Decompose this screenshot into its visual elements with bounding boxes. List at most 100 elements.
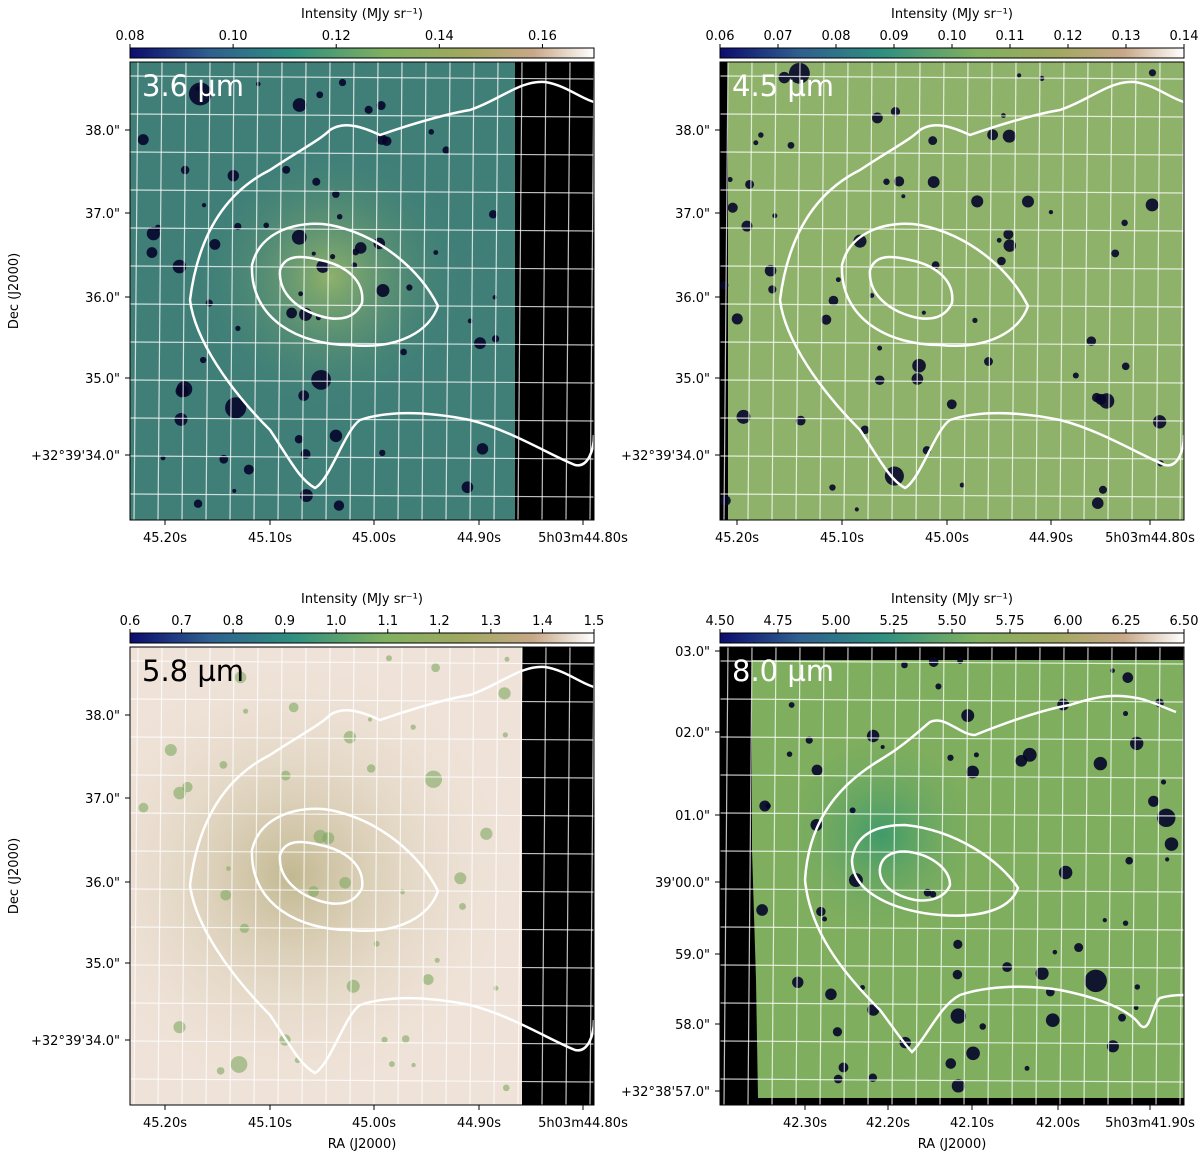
contour-outer [778,80,1185,301]
point-source [973,752,979,758]
point-source [1003,229,1014,240]
grid-line [325,61,331,521]
point-source [1102,918,1107,923]
point-source [366,764,376,773]
contour-middle [250,222,440,348]
grid-line [1035,646,1041,1106]
point-source [1118,1013,1126,1022]
grid-line [129,812,595,817]
point-source [1021,195,1034,208]
grid-line [541,61,547,521]
ra-tick-label: 44.90s [457,1116,501,1131]
point-source [428,129,435,135]
point-source [829,484,836,491]
point-source [884,466,904,486]
band-label: 3.6 µm [142,69,244,103]
point-source [727,176,733,183]
point-source [176,381,193,397]
point-source [1058,865,1073,880]
dec-tick-label: +32°39'34.0" [31,449,120,464]
dec-tick-label: 03.0" [675,645,710,660]
ra-tick-label: 45.00s [352,1116,396,1131]
colorbar-tick-label: 0.6 [120,614,141,629]
point-source [768,285,777,294]
ra-tick-label: 42.30s [783,1116,827,1131]
point-source [959,482,965,488]
grid-line [1107,646,1113,1106]
band-label: 5.8 µm [142,654,244,688]
dec-ticks: 38.0" 37.0" 36.0" 35.0" +32°39'34.0" [621,124,720,464]
point-source [853,234,867,248]
dec-ticks: 38.0" 37.0" 36.0" 35.0" +32°39'34.0" [31,709,130,1049]
grid-line [795,646,801,1106]
colorbar-tick-label: 5.25 [880,614,909,629]
point-source [1164,837,1179,851]
grid-line [349,61,355,521]
dec-tick-label: 39'00.0" [655,876,710,891]
point-source [880,744,885,750]
point-source [927,176,940,188]
point-source [719,281,729,290]
band-label: 4.5 µm [732,69,834,103]
point-source [816,906,826,917]
grid-line [589,61,595,521]
dark-sources [756,657,1179,1093]
point-source [504,656,510,662]
point-source [951,1079,965,1093]
point-source [952,969,963,980]
contour-outer [188,80,595,301]
point-source [866,729,880,743]
point-source [945,1058,957,1069]
point-source [1125,856,1134,865]
ra-tick-label: 45.10s [248,1116,292,1131]
point-source [406,284,413,291]
point-source [893,176,905,187]
ra-ticks: 45.20s 45.10s 45.00s 44.90s 5h03m44.80s [143,520,628,546]
point-source [385,655,392,662]
point-source [1122,920,1129,926]
point-source [912,358,926,373]
dec-tick-label: 35.0" [85,372,120,387]
dec-tick-label: 36.0" [85,876,120,891]
grid-line [1035,61,1041,521]
point-source [282,165,291,174]
grid-line [719,1040,1185,1045]
grid-line [747,646,753,1106]
colorbar-tick-label: 1.1 [377,614,398,629]
colorbar-tick-label: 4.50 [706,614,735,629]
grid-line [133,646,139,1106]
grid-line [719,660,1185,665]
grid-line [963,61,969,521]
colorbar [719,632,1185,644]
grid-line [719,75,1185,80]
point-source [765,803,771,809]
y-axis-label: Dec (J2000) [7,253,22,329]
grid-line [129,736,595,741]
point-source [220,889,232,901]
colorbar-tick-label: 1.4 [532,614,553,629]
point-source [1123,711,1129,717]
point-source [373,940,380,947]
point-source [786,751,793,757]
colorbar-tick-label: 1.2 [429,614,450,629]
colorbar-tick-label: 0.08 [822,29,851,44]
grid-line [373,61,379,521]
point-source [1045,1013,1060,1028]
colorbar-tick-label: 6.50 [1170,614,1199,629]
grid-line [129,493,595,498]
dark-sources [137,78,500,511]
dec-tick-label: +32°39'34.0" [31,1034,120,1049]
image-area: 8.0 µm [719,646,1185,1106]
point-source [263,222,270,229]
colorbar-tick-label: 0.07 [764,29,793,44]
colorbar-ticks: 4.50 4.75 5.00 5.25 5.50 5.75 6.00 6.25 6.50 [706,614,1199,633]
point-source [286,307,297,319]
grid-line [963,646,969,1106]
ra-tick-label: 45.10s [820,531,864,546]
point-source [1145,198,1159,212]
point-source [877,345,883,351]
grid-line [939,646,945,1106]
grid-line [421,646,427,1106]
point-source [947,754,954,761]
grid-line [987,646,993,1106]
